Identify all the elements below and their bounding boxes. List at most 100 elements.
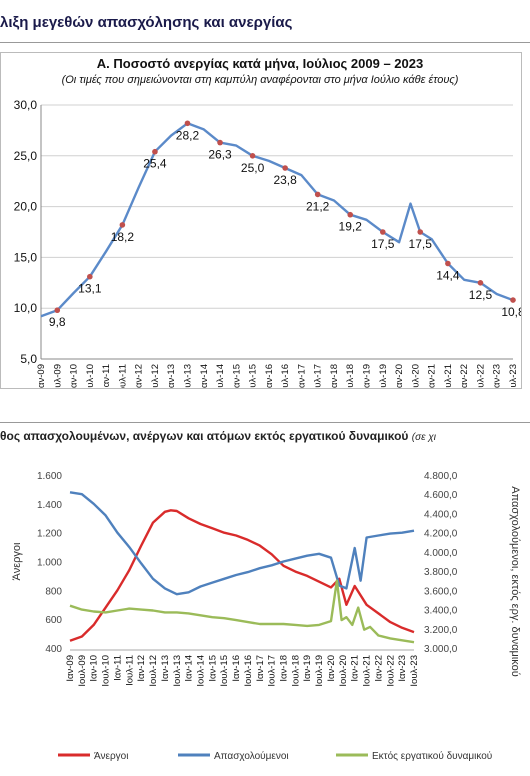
- chart-a-data-label: 17,5: [371, 237, 395, 251]
- chart-b-x-tick-label: Ιουλ-11: [124, 655, 135, 686]
- chart-a-july-marker: [54, 307, 61, 314]
- chart-b-x-tick-label: Ιουλ-13: [172, 655, 183, 687]
- chart-b-x-tick-label: Ιαν-19: [302, 655, 313, 682]
- chart-b-x-tick-label: Ιαν-17: [255, 655, 266, 682]
- chart-b-left-tick-label: 1.600: [37, 471, 62, 482]
- chart-b-left-tick-label: 400: [45, 644, 62, 655]
- chart-a-july-marker: [282, 165, 288, 171]
- chart-b-unemployed-line: [69, 509, 415, 642]
- chart-a-y-tick-label: 10,0: [14, 301, 38, 315]
- chart-b-right-tick-label: 4.600,0: [424, 490, 458, 501]
- chart-b-title-text: θος απασχολουμένων, ανέργων και ατόμων ε…: [0, 429, 409, 443]
- chart-a-x-tick-label: Ιαν-18: [329, 364, 340, 388]
- chart-a-july-marker: [217, 139, 223, 146]
- chart-b-employed-line: [69, 491, 415, 596]
- chart-a-x-tick-label: Ιουλ-21: [443, 364, 454, 388]
- chart-a-july-marker: [152, 148, 158, 155]
- chart-a-y-tick-label: 20,0: [14, 200, 38, 214]
- chart-a-x-tick-label: Ιαν-10: [69, 364, 80, 388]
- chart-b-right-tick-label: 4.400,0: [424, 509, 458, 520]
- chart-b-x-tick-label: Ιουλ-14: [195, 655, 206, 687]
- legend-label: Εκτός εργατικού δυναμικού: [372, 750, 492, 762]
- chart-a-x-tick-label: Ιαν-09: [36, 364, 47, 388]
- chart-b-x-tick-label: Ιαν-23: [397, 655, 408, 682]
- chart-b-x-tick-label: Ιαν-11: [112, 655, 123, 681]
- chart-a-data-label: 19,2: [339, 220, 363, 234]
- chart-b-x-tick-label: Ιουλ-15: [219, 655, 230, 687]
- chart-b-x-tick-label: Ιαν-22: [373, 655, 384, 682]
- chart-b-x-tick-label: Ιουλ-19: [314, 655, 325, 687]
- chart-b-x-tick-label: Ιουλ-10: [101, 655, 112, 687]
- chart-b-x-tick-label: Ιαν-09: [65, 655, 76, 682]
- chart-a-data-label: 23,8: [273, 173, 297, 187]
- chart-b-x-tick-label: Ιουλ-21: [362, 655, 373, 687]
- chart-a-data-label: 18,2: [111, 230, 135, 244]
- chart-a-data-label: 25,0: [241, 161, 265, 175]
- chart-a-y-tick-label: 5,0: [20, 352, 37, 366]
- chart-a-data-label: 9,8: [49, 315, 66, 329]
- chart-a-x-tick-label: Ιουλ-13: [182, 364, 193, 388]
- chart-a-y-tick-label: 25,0: [14, 149, 38, 163]
- chart-b-left-tick-label: 1.000: [37, 558, 62, 569]
- chart-a-x-tick-label: Ιαν-23: [492, 364, 503, 388]
- chart-a-july-marker: [379, 229, 386, 235]
- chart-a-july-marker: [477, 280, 484, 286]
- chart-a-x-tick-label: Ιουλ-09: [52, 364, 63, 388]
- chart-a-july-marker: [510, 297, 516, 303]
- chart-b-left-axis-label: Άνεργοι: [11, 542, 23, 580]
- chart-a-x-tick-label: Ιουλ-16: [280, 364, 291, 388]
- chart-a-svg: 5,0 10,0 15,0 20,0 25,0 30,0 Ιαν-09 Ιουλ-09 Ιαν-…: [14, 98, 521, 388]
- chart-b-x-tick-label: Ιουλ-16: [243, 655, 254, 687]
- section-divider: [0, 422, 530, 423]
- chart-b-right-tick-label: 3.600,0: [424, 586, 458, 597]
- chart-a-data-label: 13,1: [78, 282, 102, 296]
- chart-a-x-tick-label: Ιαν-22: [459, 364, 470, 388]
- chart-a-x-tick-label: Ιουλ-18: [345, 364, 356, 388]
- chart-b-x-tick-label: Ιουλ-09: [77, 655, 88, 687]
- chart-b-left-tick-label: 800: [45, 586, 62, 597]
- chart-a-july-marker: [119, 222, 126, 228]
- chart-a-x-tick-label: Ιουλ-23: [508, 364, 519, 388]
- chart-b-x-tick-label: Ιαν-14: [184, 655, 195, 682]
- chart-a-x-tick-label: Ιαν-11: [101, 364, 112, 388]
- page-title: λιξη μεγεθών απασχόλησης και ανεργίας: [0, 14, 293, 31]
- chart-a-july-marker: [417, 229, 424, 235]
- legend-label: Απασχολούμενοι: [214, 750, 289, 762]
- chart-a-y-tick-label: 30,0: [14, 98, 38, 112]
- chart-a-x-tick-label: Ιαν-16: [264, 364, 275, 388]
- chart-b-x-tick-label: Ιαν-10: [89, 655, 100, 682]
- chart-b-left-tick-label: 600: [45, 615, 62, 626]
- chart-b-x-tick-label: Ιαν-12: [136, 655, 147, 682]
- chart-b-x-tick-label: Ιουλ-12: [148, 655, 159, 687]
- chart-a-subtitle: (Οι τιμές που σημειώνονται στη καμπύλη α…: [61, 74, 459, 86]
- chart-a-data-label: 10,8: [501, 305, 521, 319]
- chart-a-x-tick-label: Ιουλ-12: [150, 364, 161, 388]
- title-divider: [0, 42, 530, 43]
- chart-a-data-label: 28,2: [176, 128, 200, 142]
- chart-b-x-tick-label: Ιαν-20: [326, 655, 337, 682]
- legend-label: Άνεργοι: [94, 751, 128, 762]
- chart-a-x-tick-label: Ιουλ-15: [248, 364, 259, 388]
- chart-a-x-tick-label: Ιαν-14: [199, 364, 210, 388]
- chart-a-x-tick-label: Ιουλ-11: [117, 364, 128, 388]
- chart-a-x-tick-label: Ιαν-21: [427, 364, 438, 388]
- chart-b-x-tick-label: Ιουλ-20: [338, 655, 349, 687]
- chart-b-title: θος απασχολουμένων, ανέργων και ατόμων ε…: [0, 429, 436, 443]
- chart-a-july-marker: [347, 211, 354, 218]
- chart-b-right-tick-label: 3.400,0: [424, 606, 458, 617]
- chart-a-panel: 5,0 10,0 15,0 20,0 25,0 30,0 Ιαν-09 Ιουλ-09 Ιαν-…: [0, 52, 522, 389]
- chart-b-x-tick-label: Ιαν-15: [207, 655, 218, 682]
- chart-a-x-tick-label: Ιουλ-14: [215, 364, 226, 388]
- chart-b-right-tick-label: 4.200,0: [424, 529, 458, 540]
- chart-a-x-tick-label: Ιαν-15: [231, 364, 242, 388]
- chart-a-series-line: [40, 122, 514, 318]
- chart-a-x-tick-label: Ιαν-13: [166, 364, 177, 388]
- chart-b-x-tick-label: Ιαν-16: [231, 655, 242, 682]
- chart-a-data-label: 21,2: [306, 199, 330, 213]
- chart-b-x-tick-label: Ιαν-18: [279, 655, 290, 682]
- chart-a-x-tick-label: Ιουλ-22: [475, 364, 486, 388]
- chart-a-x-tick-label: Ιουλ-19: [378, 364, 389, 388]
- chart-a-data-label: 26,3: [208, 148, 232, 162]
- chart-a-x-tick-label: Ιαν-17: [296, 364, 307, 388]
- chart-b-right-tick-label: 3.000,0: [424, 644, 458, 655]
